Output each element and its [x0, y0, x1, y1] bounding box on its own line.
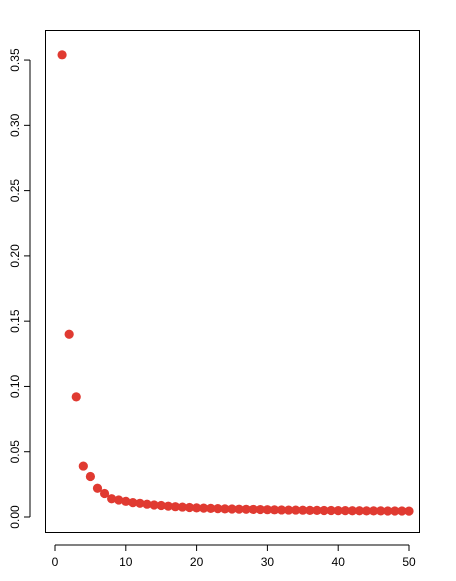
- data-point: [354, 506, 365, 516]
- x-tick-label: 0: [52, 555, 59, 569]
- data-point: [199, 503, 209, 513]
- data-point: [142, 499, 152, 509]
- y-tick-label: 0.10: [8, 374, 22, 398]
- data-point: [291, 505, 301, 515]
- data-point: [255, 504, 265, 515]
- data-point: [57, 50, 67, 60]
- data-point: [284, 505, 294, 515]
- x-tick-label: 50: [402, 555, 416, 569]
- data-point: [404, 506, 414, 516]
- data-point: [156, 500, 166, 511]
- y-tick-label: 0.30: [8, 113, 22, 137]
- data-point: [333, 506, 343, 516]
- data-point: [397, 506, 407, 516]
- data-point: [135, 498, 145, 508]
- data-point: [361, 506, 372, 516]
- data-points: [57, 50, 414, 516]
- data-point: [276, 505, 287, 515]
- data-point: [298, 505, 308, 515]
- y-tick-label: 0.35: [8, 48, 22, 72]
- data-point: [163, 501, 173, 511]
- data-point: [128, 498, 138, 508]
- data-point: [206, 503, 216, 513]
- data-point: [227, 504, 237, 514]
- data-point: [269, 505, 280, 515]
- data-point: [326, 505, 336, 516]
- data-point: [107, 494, 117, 504]
- data-point: [369, 506, 379, 516]
- data-point: [71, 392, 81, 402]
- y-tick-label: 0.00: [8, 505, 22, 529]
- data-point: [390, 506, 400, 516]
- x-tick-label: 40: [332, 555, 346, 569]
- data-point: [347, 506, 357, 516]
- y-tick-label: 0.25: [8, 179, 22, 203]
- data-point: [192, 503, 202, 513]
- data-point: [305, 505, 315, 515]
- data-point: [213, 504, 223, 514]
- y-tick-label: 0.05: [8, 440, 22, 464]
- data-point: [64, 329, 74, 339]
- data-point: [99, 488, 110, 499]
- data-point: [376, 506, 386, 516]
- data-point: [85, 471, 95, 482]
- x-tick-label: 20: [190, 555, 204, 569]
- y-tick-label: 0.20: [8, 244, 22, 268]
- x-tick-label: 10: [119, 555, 133, 569]
- data-point: [220, 504, 230, 514]
- y-axis: 0.00 0.05 0.10 0.15 0.20 0.25 0.30 0.35: [8, 48, 31, 529]
- x-axis: 0 10 20 30 40 50: [52, 544, 416, 569]
- data-point: [121, 496, 131, 506]
- data-point: [92, 483, 103, 493]
- data-point: [234, 504, 244, 514]
- data-point: [262, 505, 272, 515]
- data-point: [383, 506, 393, 516]
- data-point: [319, 505, 329, 516]
- data-point: [78, 461, 88, 471]
- data-point: [241, 504, 251, 514]
- data-point: [177, 502, 188, 512]
- data-point: [340, 506, 350, 516]
- data-point: [184, 502, 195, 513]
- data-point: [248, 504, 258, 515]
- y-tick-label: 0.15: [8, 309, 22, 333]
- plot-frame: [45, 30, 420, 533]
- data-point: [312, 505, 322, 515]
- data-point: [149, 500, 159, 510]
- x-tick-label: 30: [261, 555, 275, 569]
- data-point: [170, 502, 180, 512]
- data-point: [114, 495, 124, 505]
